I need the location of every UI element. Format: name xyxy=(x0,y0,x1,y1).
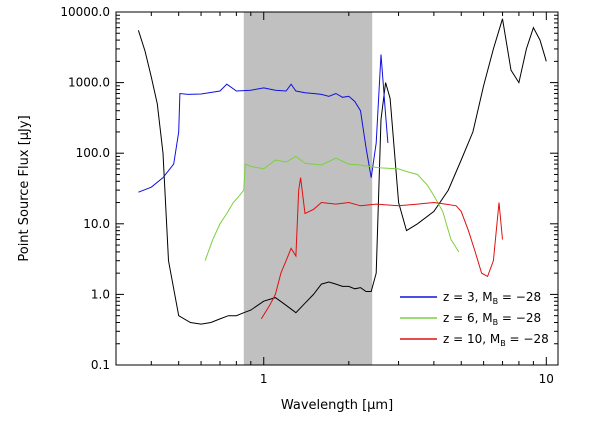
legend-label-main: z = 10, M xyxy=(443,332,500,346)
y-axis-label: Point Source Flux [μJy] xyxy=(17,115,32,261)
legend-label: z = 6, MB = −28 xyxy=(443,311,541,327)
continuum-line xyxy=(137,18,547,325)
x-axis-label: Wavelength [μm] xyxy=(281,398,393,413)
legend-label-tail: = −28 xyxy=(498,311,541,325)
legend-label-subscript: B xyxy=(493,297,499,306)
legend-label-main: z = 3, M xyxy=(443,290,493,304)
y-tick-label: 0.1 xyxy=(91,358,110,372)
series-line-2 xyxy=(204,155,460,261)
shaded-wavelength-band xyxy=(243,12,373,365)
legend: z = 3, MB = −28z = 6, MB = −28z = 10, MB… xyxy=(400,290,549,348)
series-line-1 xyxy=(138,54,389,193)
legend-label: z = 3, MB = −28 xyxy=(443,290,541,306)
x-tick-label: 10 xyxy=(539,372,554,386)
y-tick-label: 100.0 xyxy=(76,146,110,160)
series-layer xyxy=(137,18,547,325)
y-tick-label: 10.0 xyxy=(83,217,110,231)
legend-label-subscript: B xyxy=(500,339,506,348)
plot-frame xyxy=(115,11,559,366)
y-tick-label: 10000.0 xyxy=(60,5,110,19)
y-tick-label: 1000.0 xyxy=(68,76,110,90)
legend-label: z = 10, MB = −28 xyxy=(443,332,549,348)
y-tick-label: 1.0 xyxy=(91,287,110,301)
legend-label-subscript: B xyxy=(493,318,499,327)
legend-label-tail: = −28 xyxy=(506,332,549,346)
legend-label-tail: = −28 xyxy=(498,290,541,304)
legend-label-main: z = 6, M xyxy=(443,311,493,325)
x-tick-label: 1 xyxy=(260,372,268,386)
axis-layer: 0.1 1.0 10.0 100.0 1000.0 10000.0 1 10 xyxy=(60,5,558,386)
series-line-3 xyxy=(260,177,503,320)
